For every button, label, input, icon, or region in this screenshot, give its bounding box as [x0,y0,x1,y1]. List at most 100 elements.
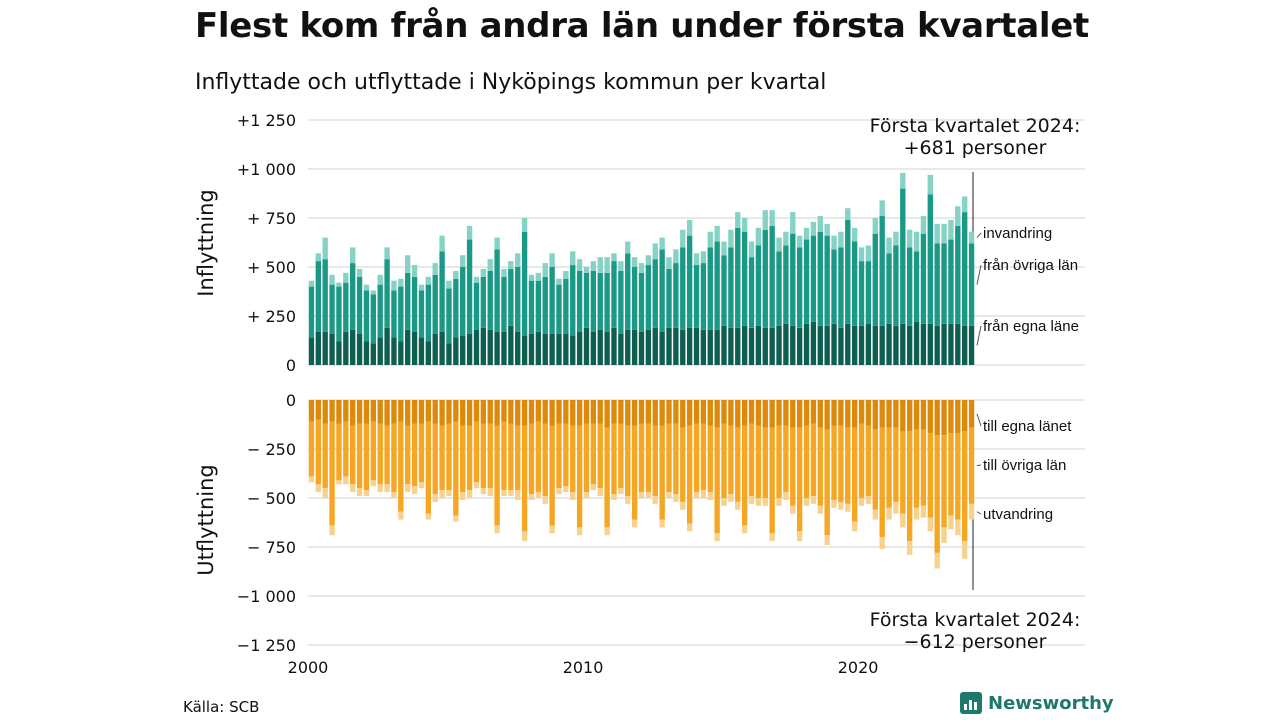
bar-in-imm [900,172,906,189]
bar-in-own [336,341,342,365]
bar-out-other [886,427,892,508]
bar-out-own [604,400,610,428]
bar-out-other [673,423,679,495]
bar-out-own [528,400,535,424]
chart-subtitle: Inflyttade och utflyttade i Nyköpings ko… [195,70,827,95]
bar-out-emig [315,484,321,493]
bar-out-own [824,400,830,430]
bar-in-own [308,337,315,365]
bar-out-other [439,425,445,491]
bar-in-other [728,247,734,328]
bar-in-own [343,331,349,365]
bar-in-other [968,243,975,326]
bar-out-own [714,400,720,428]
bar-in-imm [597,257,603,273]
bar-out-emig [521,531,528,542]
annotation-out-value: −612 personer [904,631,1047,653]
bar-out-own [893,400,899,428]
bar-out-other [686,425,693,524]
bar-out-other [721,423,727,498]
bar-in-other [920,233,927,324]
bar-out-own [515,400,521,426]
bar-out-emig [920,505,927,518]
bar-out-other [480,423,487,489]
label-leader [976,232,982,238]
bar-out-own [460,400,466,426]
bar-out-emig [810,496,817,504]
bar-in-own [810,321,817,365]
bar-in-own [666,327,672,365]
bar-out-own [941,400,947,436]
bar-out-other [618,423,624,489]
bar-out-emig [769,533,775,542]
bar-out-own [845,400,851,428]
bar-out-other [363,423,370,491]
bar-in-own [721,325,727,365]
bar-out-own [680,400,686,428]
bar-out-other [453,421,459,516]
bar-in-imm [920,216,927,234]
bar-in-imm [858,247,865,262]
bar-out-emig [817,505,823,514]
bar-in-other [638,272,645,332]
bar-out-emig [329,525,335,536]
bar-out-other [597,423,603,489]
bar-out-emig [480,488,487,495]
bar-in-imm [473,276,480,283]
segment-label: från egna läne [983,318,1079,335]
bar-in-own [391,337,397,365]
bar-in-imm [308,280,315,287]
bar-out-other [872,429,878,510]
bar-out-own [473,400,480,422]
brand-logo: Newsworthy [960,692,1114,714]
bar-out-other [425,421,432,514]
y-tick-label: + 500 [247,258,296,277]
bar-in-own [858,325,865,365]
bar-out-own [673,400,679,424]
bar-in-own [563,333,569,365]
bar-out-own [398,400,404,422]
bar-out-other [728,425,734,495]
bar-in-own [515,331,521,365]
bar-out-emig [707,492,713,500]
bar-out-own [955,400,961,434]
bar-out-other [356,423,363,489]
bar-in-other [528,280,535,334]
bar-out-own [350,400,356,426]
bar-out-own [934,400,940,436]
bar-out-emig [700,490,707,498]
y-tick-label: +1 250 [237,111,296,130]
bar-out-other [549,425,555,526]
bar-out-other [838,425,844,502]
bar-out-emig [611,494,617,500]
bar-in-other [356,276,363,334]
bar-in-own [370,343,376,365]
bar-in-other [762,229,768,328]
bar-in-other [515,267,521,332]
bar-in-imm [363,284,370,291]
bar-in-other [790,233,796,326]
bar-in-other [927,194,933,324]
bar-out-own [831,400,837,426]
bar-in-imm [329,274,335,285]
bar-out-own [570,400,576,426]
bar-out-other [625,425,631,497]
bar-in-other [707,247,713,330]
brand-name: Newsworthy [988,692,1114,714]
bar-out-emig [356,488,363,497]
bar-out-emig [350,484,356,493]
bar-in-own [934,325,940,365]
bar-in-other [900,188,906,324]
bar-in-other [556,284,562,334]
bar-in-own [604,331,610,365]
bar-in-own [872,325,878,365]
bar-out-other [893,427,899,502]
bar-out-own [590,400,597,424]
bar-in-other [439,251,445,332]
bar-out-emig [384,484,390,493]
bar-out-emig [563,486,569,493]
bar-out-other [370,421,376,481]
bar-in-own [480,327,487,365]
bar-in-other [680,247,686,330]
bar-in-imm [659,237,665,250]
